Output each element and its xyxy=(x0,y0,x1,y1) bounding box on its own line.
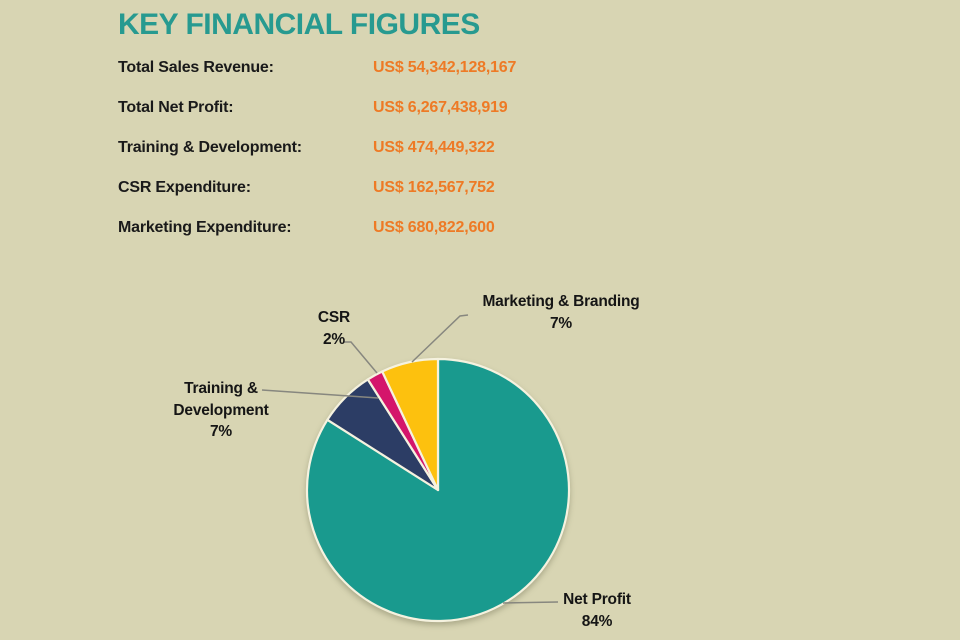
figure-value: US$ 162,567,752 xyxy=(373,179,495,196)
figure-value: US$ 54,342,128,167 xyxy=(373,59,517,76)
pie-slices xyxy=(305,357,571,623)
pie-label-name: Net Profit xyxy=(563,591,631,608)
figure-value: US$ 680,822,600 xyxy=(373,219,495,236)
pie-slice-marketing-branding xyxy=(381,357,440,492)
pie-label-pct: 7% xyxy=(549,314,572,332)
pie-label-pct: 7% xyxy=(209,423,232,440)
pie-label-csr: CSR 2% xyxy=(294,307,374,350)
figure-label: Marketing Expenditure: xyxy=(118,219,292,236)
figure-value: US$ 474,449,322 xyxy=(373,139,495,156)
figure-row-net-profit: Total Net Profit: US$ 6,267,438,919 xyxy=(0,98,960,120)
figure-row-csr: CSR Expenditure: US$ 162,567,752 xyxy=(0,178,960,200)
figure-row-training: Training & Development: US$ 474,449,322 xyxy=(0,138,960,160)
pie-label-marketing-branding: Marketing & Branding 7% xyxy=(461,291,661,334)
figure-label: CSR Expenditure: xyxy=(118,179,251,196)
figure-row-marketing: Marketing Expenditure: US$ 680,822,600 xyxy=(0,218,960,240)
pie-label-net-profit: Net Profit 84% xyxy=(517,589,677,632)
pie-label-pct: 84% xyxy=(581,612,613,630)
leader-line-training-development xyxy=(261,389,379,399)
leader-line-csr xyxy=(343,341,378,374)
figures-list: Total Sales Revenue: US$ 54,342,128,167 … xyxy=(0,0,960,260)
page-title: KEY FINANCIAL FIGURES xyxy=(118,8,480,41)
pie-label-name: CSR xyxy=(317,309,351,326)
figure-label: Training & Development: xyxy=(118,139,302,156)
pie-label-name: Marketing & Branding xyxy=(482,293,640,310)
figure-label: Total Net Profit: xyxy=(118,99,234,116)
pie-slice-net-profit xyxy=(305,357,571,623)
pie-label-pct: 2% xyxy=(322,330,345,348)
pie-label-name: Training & Development xyxy=(173,380,269,419)
leader-line-marketing-branding xyxy=(411,314,469,363)
leader-lines xyxy=(261,314,559,604)
figure-label: Total Sales Revenue: xyxy=(118,59,274,76)
figure-row-total-sales: Total Sales Revenue: US$ 54,342,128,167 xyxy=(0,58,960,80)
leader-line-net-profit xyxy=(502,601,559,604)
figure-value: US$ 6,267,438,919 xyxy=(373,99,508,116)
pie-label-training-development: Training & Development 7% xyxy=(159,378,283,443)
pie-chart-svg xyxy=(261,314,571,623)
